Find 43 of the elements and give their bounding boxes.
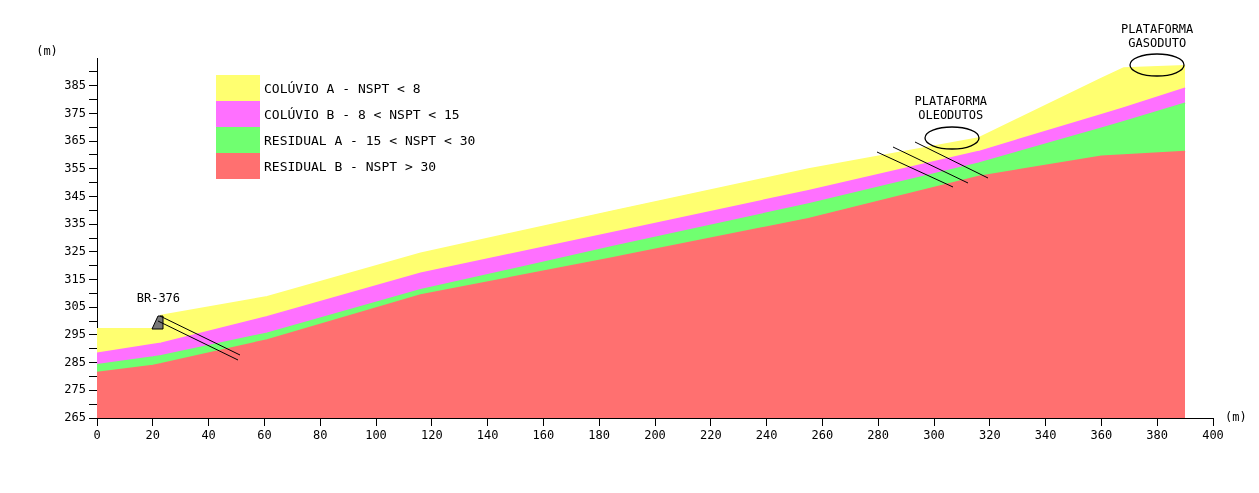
x-tick-label: 140: [476, 428, 499, 443]
x-tick-label: 0: [93, 428, 101, 443]
y-tick-label: 265: [64, 410, 86, 425]
legend-label: RESIDUAL A - 15 < NSPT < 30: [264, 132, 476, 148]
y-tick-label: 315: [64, 271, 86, 286]
annotation: PLATAFORMA GASODUTO: [1121, 22, 1195, 51]
x-tick-label: 220: [699, 428, 722, 443]
x-tick-label: 160: [532, 428, 555, 443]
y-tick-label: 365: [64, 133, 86, 148]
y-tick-label: 275: [64, 382, 86, 397]
x-tick-label: 340: [1034, 428, 1057, 443]
x-tick-label: 120: [420, 428, 443, 443]
legend-label: COLÚVIO A - NSPT < 8: [264, 80, 421, 96]
x-tick-label: 200: [644, 428, 666, 443]
legend-label: RESIDUAL B - NSPT > 30: [264, 158, 437, 174]
x-tick-label: 240: [755, 428, 778, 443]
x-tick-label: 280: [867, 428, 890, 443]
x-tick-label: 260: [811, 428, 834, 443]
y-tick-label: 325: [64, 243, 86, 258]
x-tick-label: 100: [365, 428, 387, 443]
x-tick-label: 180: [588, 428, 611, 443]
x-tick-label: 80: [312, 428, 328, 443]
legend-label: COLÚVIO B - 8 < NSPT < 15: [264, 106, 460, 122]
x-axis-title: (m): [1225, 410, 1247, 425]
x-tick-label: 20: [145, 428, 161, 443]
y-tick-label: 285: [64, 354, 86, 369]
x-tick-label: 300: [923, 428, 945, 443]
y-tick-label: 355: [64, 160, 86, 175]
annotation: BR-376: [136, 291, 181, 306]
y-tick-label: 385: [64, 77, 86, 92]
y-tick-label: 345: [64, 188, 86, 203]
x-tick-label: 40: [201, 428, 216, 443]
y-axis-title: (m): [36, 44, 58, 59]
x-tick-label: 320: [978, 428, 1001, 443]
y-tick-label: 305: [64, 299, 86, 314]
x-tick-label: 60: [257, 428, 272, 443]
x-tick-label: 380: [1146, 428, 1169, 443]
y-tick-label: 335: [64, 216, 86, 231]
x-tick-label: 400: [1202, 428, 1224, 443]
y-tick-label: 295: [64, 327, 86, 342]
y-tick-label: 375: [64, 105, 86, 120]
annotation: PLATAFORMA OLEODUTOS: [914, 94, 988, 123]
x-tick-label: 360: [1090, 428, 1113, 443]
